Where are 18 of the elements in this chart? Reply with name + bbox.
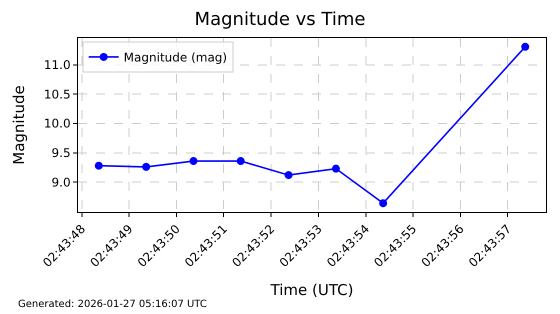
y-axis-title: Magnitude: [10, 85, 28, 165]
point: [379, 199, 388, 208]
y-tick-label: 9.0: [52, 175, 71, 190]
point: [521, 42, 530, 51]
chart-title: Magnitude vs Time: [194, 9, 366, 30]
point: [332, 164, 340, 173]
point: [142, 162, 150, 171]
y-tick-label: 11.0: [44, 58, 71, 72]
legend-label: Magnitude (mag): [124, 50, 228, 65]
text: Generated: 2026-01-27 05:16:07 UTC: [18, 299, 207, 310]
x-axis-title: Time (UTC): [270, 280, 354, 299]
y-tick-label: 9.5: [52, 146, 71, 160]
point: [190, 157, 198, 166]
point: [284, 171, 293, 180]
point: [94, 162, 103, 170]
y-tick-label: 10.0: [44, 116, 71, 131]
point: [236, 157, 245, 166]
y-tick-label: 10.5: [44, 87, 71, 102]
